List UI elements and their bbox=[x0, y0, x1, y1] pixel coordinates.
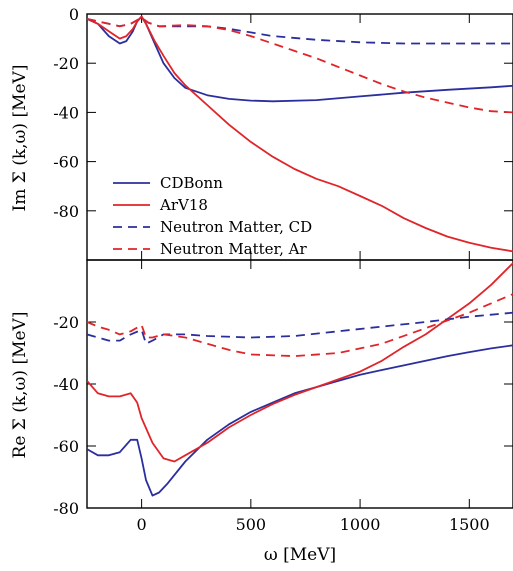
bottom-xtick-label: 500 bbox=[236, 515, 267, 534]
bottom-xtick-label: 0 bbox=[137, 515, 147, 534]
top-ytick-label: -20 bbox=[53, 54, 79, 73]
legend-label: Neutron Matter, Ar bbox=[160, 240, 307, 258]
bottom-xtick-label: 1500 bbox=[449, 515, 490, 534]
top-ytick-label: 0 bbox=[69, 5, 79, 24]
bottom-xlabel: ω [MeV] bbox=[264, 545, 336, 565]
top-ytick-label: -60 bbox=[53, 153, 79, 172]
bottom-xtick-label: 1000 bbox=[340, 515, 381, 534]
bottom-ytick-label: -60 bbox=[53, 437, 79, 456]
top-series-neutron-matter-cd bbox=[87, 18, 513, 44]
bottom-ytick-label: -80 bbox=[53, 499, 79, 518]
top-series-arv18 bbox=[87, 17, 513, 252]
bottom-ytick-label: -20 bbox=[53, 313, 79, 332]
bottom-series-neutron-matter-ar bbox=[87, 294, 513, 356]
bottom-plot-frame bbox=[87, 260, 513, 508]
legend-label: CDBonn bbox=[160, 174, 223, 192]
legend-label: Neutron Matter, CD bbox=[160, 218, 312, 236]
bottom-panel-re-sigma: -20 -40 -60 -80 0 500 1000 1500 bbox=[53, 260, 513, 534]
top-ylabel: Im Σ (k,ω) [MeV] bbox=[10, 65, 30, 212]
top-ytick-label: -80 bbox=[53, 202, 79, 221]
bottom-series-cdbonn bbox=[87, 345, 513, 495]
top-series-cdbonn bbox=[87, 17, 513, 102]
bottom-ylabel: Re Σ (k,ω) [MeV] bbox=[10, 312, 30, 459]
top-ytick-label: -40 bbox=[53, 103, 79, 122]
bottom-series-arv18 bbox=[87, 263, 513, 461]
bottom-ytick-label: -40 bbox=[53, 375, 79, 394]
top-panel-im-sigma: 0 -20 -40 -60 -80 CDBonn ArV18 Neutron Matter, … bbox=[53, 5, 513, 260]
legend: CDBonn ArV18 Neutron Matter, CD Neutron Mat… bbox=[113, 174, 312, 258]
legend-label: ArV18 bbox=[159, 196, 208, 214]
